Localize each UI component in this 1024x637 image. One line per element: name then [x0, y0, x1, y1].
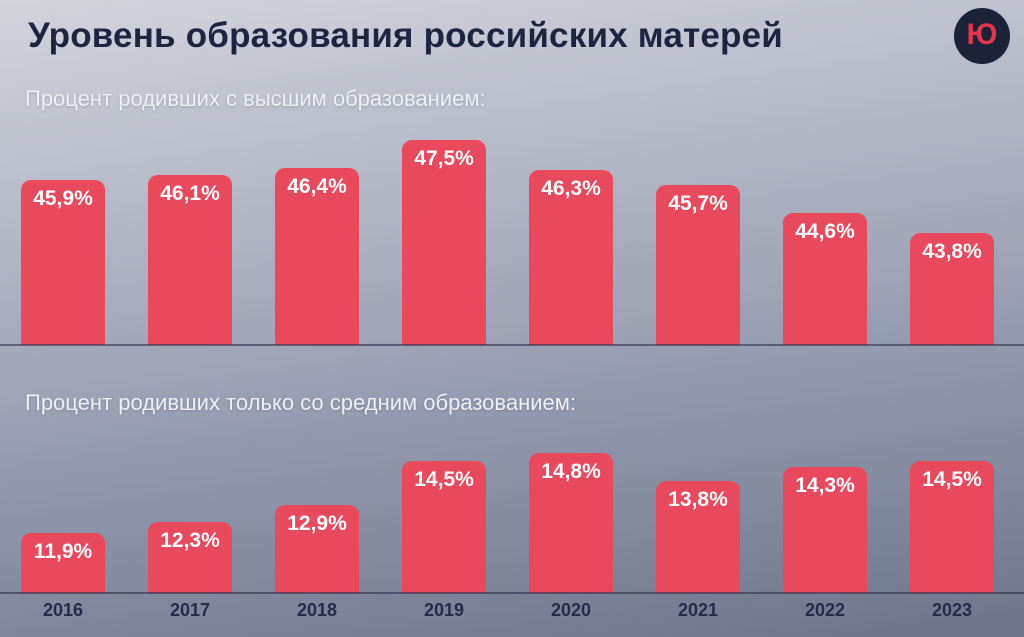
bar-column-2022: 44,6%: [783, 213, 867, 345]
bar-column-2020: 14,8%: [529, 453, 613, 593]
x-axis-label-2018: 2018: [296, 600, 338, 620]
bar-2022: 14,3%: [783, 467, 867, 593]
bar-value-label: 12,9%: [287, 512, 347, 535]
bar-value-label: 12,3%: [160, 529, 220, 552]
bar-column-2022: 14,3%: [783, 467, 867, 593]
bar-value-label: 14,5%: [414, 468, 474, 491]
x-axis-label-2019: 2019: [423, 600, 465, 620]
page-title: Уровень образования российских матерей: [28, 16, 784, 55]
bar-2019: 47,5%: [402, 140, 486, 345]
bar-chart-secondary-education: 11,9% 12,3% 12,9% 14,5% 14,8% 13,8% 14,3% 14,5%: [0, 443, 1024, 593]
bar-column-2021: 45,7%: [656, 185, 740, 345]
bar-value-label: 45,9%: [33, 187, 93, 210]
x-axis-label-2020: 2020: [550, 600, 592, 620]
bar-column-2023: 43,8%: [910, 233, 994, 345]
bar-2021: 13,8%: [656, 481, 740, 593]
chart-2-title: Процент родивших только со средним образ…: [25, 390, 576, 415]
bar-value-label: 46,4%: [287, 175, 347, 198]
bar-chart-higher-education: 45,9% 46,1% 46,4% 47,5% 46,3% 45,7% 44,6% 43,8%: [0, 115, 1024, 345]
bar-column-2016: 11,9%: [21, 533, 105, 593]
x-axis-label-2023: 2023: [931, 600, 973, 620]
bar-column-2018: 46,4%: [275, 168, 359, 345]
bar-2021: 45,7%: [656, 185, 740, 345]
bar-2017: 46,1%: [148, 175, 232, 345]
yu-logo-letter: Ю: [966, 18, 998, 51]
bar-column-2016: 45,9%: [21, 180, 105, 345]
chart-1-baseline: [0, 344, 1024, 346]
bar-2019: 14,5%: [402, 461, 486, 593]
bar-value-label: 13,8%: [668, 488, 728, 511]
bar-2020: 46,3%: [529, 170, 613, 345]
bar-column-2020: 46,3%: [529, 170, 613, 345]
x-axis-label-2022: 2022: [804, 600, 846, 620]
bar-column-2019: 47,5%: [402, 140, 486, 345]
bar-2016: 45,9%: [21, 180, 105, 345]
chart-2-baseline: [0, 592, 1024, 594]
bar-2022: 44,6%: [783, 213, 867, 345]
bar-value-label: 46,3%: [541, 177, 601, 200]
bar-value-label: 11,9%: [33, 540, 93, 563]
bar-column-2019: 14,5%: [402, 461, 486, 593]
chart-1-title: Процент родивших с высшим образованием:: [25, 86, 486, 111]
bar-column-2017: 46,1%: [148, 175, 232, 345]
bar-value-label: 43,8%: [922, 240, 982, 263]
bar-value-label: 45,7%: [668, 192, 728, 215]
bar-value-label: 14,8%: [541, 460, 601, 483]
bar-column-2017: 12,3%: [148, 522, 232, 593]
bar-2018: 46,4%: [275, 168, 359, 345]
bar-value-label: 14,3%: [795, 474, 855, 497]
bar-column-2018: 12,9%: [275, 505, 359, 593]
x-axis: 2016 2017 2018 2019 2020 2021 2022 2023: [0, 600, 1024, 621]
bar-2020: 14,8%: [529, 453, 613, 593]
x-axis-label-2021: 2021: [677, 600, 719, 620]
x-axis-label-2017: 2017: [169, 600, 211, 620]
bar-2023: 43,8%: [910, 233, 994, 345]
bar-2018: 12,9%: [275, 505, 359, 593]
bar-2016: 11,9%: [21, 533, 105, 593]
bar-value-label: 14,5%: [922, 468, 982, 491]
bar-value-label: 44,6%: [795, 220, 855, 243]
bar-value-label: 46,1%: [160, 182, 220, 205]
x-axis-label-2016: 2016: [42, 600, 84, 620]
yu-logo-icon: Ю: [954, 8, 1010, 64]
bar-2017: 12,3%: [148, 522, 232, 593]
bar-column-2021: 13,8%: [656, 481, 740, 593]
bar-value-label: 47,5%: [414, 147, 474, 170]
bar-2023: 14,5%: [910, 461, 994, 593]
bar-column-2023: 14,5%: [910, 461, 994, 593]
